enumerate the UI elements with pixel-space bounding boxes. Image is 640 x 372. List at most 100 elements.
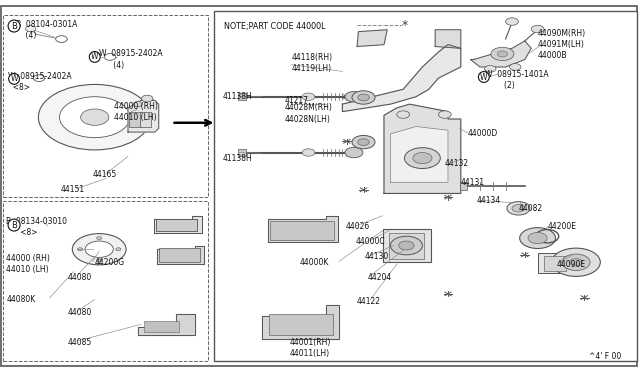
Bar [544,256,566,271]
Circle shape [97,259,102,262]
Text: 44082: 44082 [518,204,543,213]
Text: W: W [10,74,18,83]
Text: 44080: 44080 [67,308,92,317]
Text: 44001(RH)
44011(LH): 44001(RH) 44011(LH) [289,338,331,358]
Text: 41138H: 41138H [223,92,252,101]
Text: 44122: 44122 [357,297,381,306]
Polygon shape [138,314,195,335]
Text: 44026: 44026 [346,222,370,231]
Circle shape [104,54,116,60]
Circle shape [97,237,102,240]
Bar [3,15,208,197]
Polygon shape [128,100,159,132]
Text: B  08104-0301A
    (4): B 08104-0301A (4) [16,20,77,40]
Bar [3,201,208,361]
Polygon shape [470,41,531,67]
Circle shape [33,75,45,81]
Circle shape [116,248,121,251]
Bar [129,112,141,127]
Bar [538,253,573,273]
Circle shape [397,111,410,118]
Text: 44090M(RH)
44091M(LH)
44000B: 44090M(RH) 44091M(LH) 44000B [538,29,586,60]
Text: 44090E: 44090E [557,260,586,269]
Bar [460,182,467,190]
Text: 44000 (RH)
44010 (LH): 44000 (RH) 44010 (LH) [114,102,158,122]
Circle shape [352,135,375,149]
Text: 44204: 44204 [368,273,392,282]
Circle shape [413,153,432,164]
Circle shape [390,236,422,255]
Polygon shape [342,45,461,112]
Bar [144,321,179,332]
Text: *: * [401,19,408,32]
Text: 44085: 44085 [67,338,92,347]
Text: 44151: 44151 [61,185,85,194]
Circle shape [509,64,521,70]
Circle shape [141,95,153,102]
Text: 44000 (RH)
44010 (LH): 44000 (RH) 44010 (LH) [6,254,51,274]
Text: 41138H: 41138H [223,154,252,163]
Text: 44132: 44132 [445,159,469,168]
Circle shape [497,51,508,57]
Circle shape [72,234,126,265]
Polygon shape [384,104,461,193]
Text: 44200G: 44200G [95,258,125,267]
Text: B: B [11,22,17,31]
Bar [140,112,151,127]
Text: W: W [91,52,99,61]
Circle shape [531,25,544,33]
Circle shape [345,147,363,158]
Bar [156,219,197,231]
Text: W  08915-1401A
        (2): W 08915-1401A (2) [485,70,548,90]
Polygon shape [154,216,202,232]
Text: 44080: 44080 [67,273,92,282]
Polygon shape [262,305,339,339]
Circle shape [77,248,83,251]
Circle shape [358,94,369,101]
Circle shape [302,93,315,100]
Text: 44118(RH)
44119(LH): 44118(RH) 44119(LH) [291,53,332,73]
Circle shape [302,149,315,156]
Polygon shape [435,30,461,48]
Text: NOTE;PART CODE 44000L: NOTE;PART CODE 44000L [224,22,326,31]
Text: 44131: 44131 [461,178,485,187]
Circle shape [345,92,363,102]
Text: 44165: 44165 [93,170,117,179]
Circle shape [484,65,496,72]
Text: 44000C: 44000C [355,237,385,246]
Text: 44130: 44130 [365,252,389,261]
Circle shape [570,259,582,266]
Circle shape [81,109,109,125]
Circle shape [358,139,369,145]
Text: W: W [480,73,488,81]
Circle shape [38,84,151,150]
Text: ^4' F 00: ^4' F 00 [589,352,621,361]
Bar [383,229,431,262]
Circle shape [399,241,414,250]
Polygon shape [157,246,204,264]
Text: W  08915-2402A
  <8>: W 08915-2402A <8> [8,72,71,92]
Text: 44000K: 44000K [300,258,329,267]
Circle shape [404,148,440,169]
Text: 44200E: 44200E [547,222,576,231]
Bar [269,314,333,335]
Circle shape [352,91,375,104]
Circle shape [133,102,142,107]
Text: B: B [11,221,17,230]
Text: 44028M(RH)
44028N(LH): 44028M(RH) 44028N(LH) [285,103,333,124]
Circle shape [528,232,547,244]
Circle shape [562,254,590,270]
Bar [238,93,246,100]
Text: 41217: 41217 [285,96,309,105]
Bar [159,248,200,262]
Circle shape [520,228,556,248]
Bar [214,11,637,361]
Polygon shape [357,30,387,46]
Text: W  08915-2402A
      (4): W 08915-2402A (4) [99,49,163,70]
Polygon shape [390,126,448,182]
Text: B  08134-03010
      <8>: B 08134-03010 <8> [6,217,67,237]
Bar [270,221,334,240]
Text: 44000D: 44000D [467,129,497,138]
Circle shape [56,36,67,42]
Circle shape [60,97,130,138]
